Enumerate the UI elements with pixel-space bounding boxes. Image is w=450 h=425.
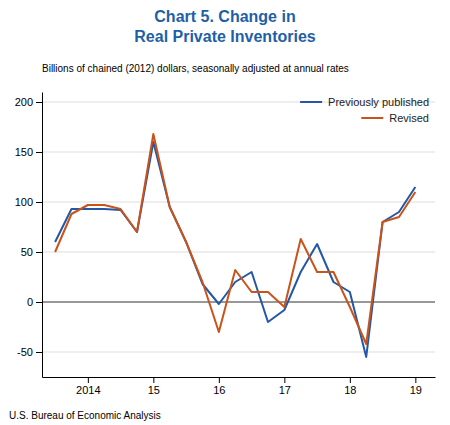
y-tick: 150 xyxy=(15,146,42,158)
x-tick: 18 xyxy=(344,377,356,396)
y-tick-mark xyxy=(36,302,42,303)
x-axis-line xyxy=(43,377,436,378)
y-tick-mark xyxy=(36,102,42,103)
title: Chart 5. Change in xyxy=(154,8,295,25)
plot-area xyxy=(55,134,415,357)
legend-label: Previously published xyxy=(328,96,429,108)
y-tick-label: 200 xyxy=(15,96,33,108)
x-tick-mark xyxy=(219,377,220,383)
grid-line xyxy=(42,152,435,153)
y-tick: -50 xyxy=(17,346,42,358)
grid-line xyxy=(42,302,435,303)
y-tick-label: 0 xyxy=(27,296,33,308)
x-tick-label: 17 xyxy=(279,384,291,396)
legend-swatch xyxy=(361,117,383,119)
x-tick-label: 19 xyxy=(410,384,422,396)
x-tick: 15 xyxy=(148,377,160,396)
line xyxy=(55,142,415,357)
legend-item: Previously published xyxy=(300,96,429,108)
legend-label: Revised xyxy=(389,112,429,124)
x-tick: 17 xyxy=(279,377,291,396)
legend-swatch xyxy=(300,101,322,103)
grid xyxy=(42,102,435,352)
x-tick-mark xyxy=(153,377,154,383)
legend: Previously published Revised xyxy=(300,96,429,124)
x-tick-mark xyxy=(88,377,89,383)
x-tick-mark xyxy=(284,377,285,383)
x-tick-label: 16 xyxy=(213,384,225,396)
y-tick: 200 xyxy=(15,96,42,108)
x-axis: 2014 15 16 17 18 19 xyxy=(43,377,436,396)
y-tick: 50 xyxy=(21,246,42,258)
line xyxy=(55,134,415,344)
x-tick: 2014 xyxy=(76,377,100,396)
y-tick-mark xyxy=(36,252,42,253)
y-axis-line xyxy=(42,93,43,378)
x-tick: 16 xyxy=(213,377,225,396)
grid-line xyxy=(42,252,435,253)
y-tick-label: 50 xyxy=(21,246,33,258)
grid-line xyxy=(42,202,435,203)
y-tick: 0 xyxy=(27,296,42,308)
chart: Chart 5. Change in Real Private Inventori… xyxy=(0,0,450,425)
x-tick: 19 xyxy=(410,377,422,396)
y-tick-label: 150 xyxy=(15,146,33,158)
y-tick: 100 xyxy=(15,196,42,208)
y-tick-mark xyxy=(36,152,42,153)
x-tick-label: 18 xyxy=(344,384,356,396)
grid-line xyxy=(42,352,435,353)
y-tick-label: 100 xyxy=(15,196,33,208)
y-tick-mark xyxy=(36,352,42,353)
x-tick-label: 15 xyxy=(148,384,160,396)
title: Real Private Inventories xyxy=(134,28,316,45)
y-axis: -50 0 50 100 150 200 xyxy=(15,93,43,378)
x-tick-mark xyxy=(415,377,416,383)
y-tick-label: -50 xyxy=(17,346,33,358)
y-tick-mark xyxy=(36,202,42,203)
footer: U.S. Bureau of Economic Analysis xyxy=(9,410,161,421)
legend-item: Revised xyxy=(361,112,429,124)
x-tick-mark xyxy=(350,377,351,383)
x-tick-label: 2014 xyxy=(76,384,100,396)
subtitle: Billions of chained (2012) dollars, seas… xyxy=(42,63,349,74)
